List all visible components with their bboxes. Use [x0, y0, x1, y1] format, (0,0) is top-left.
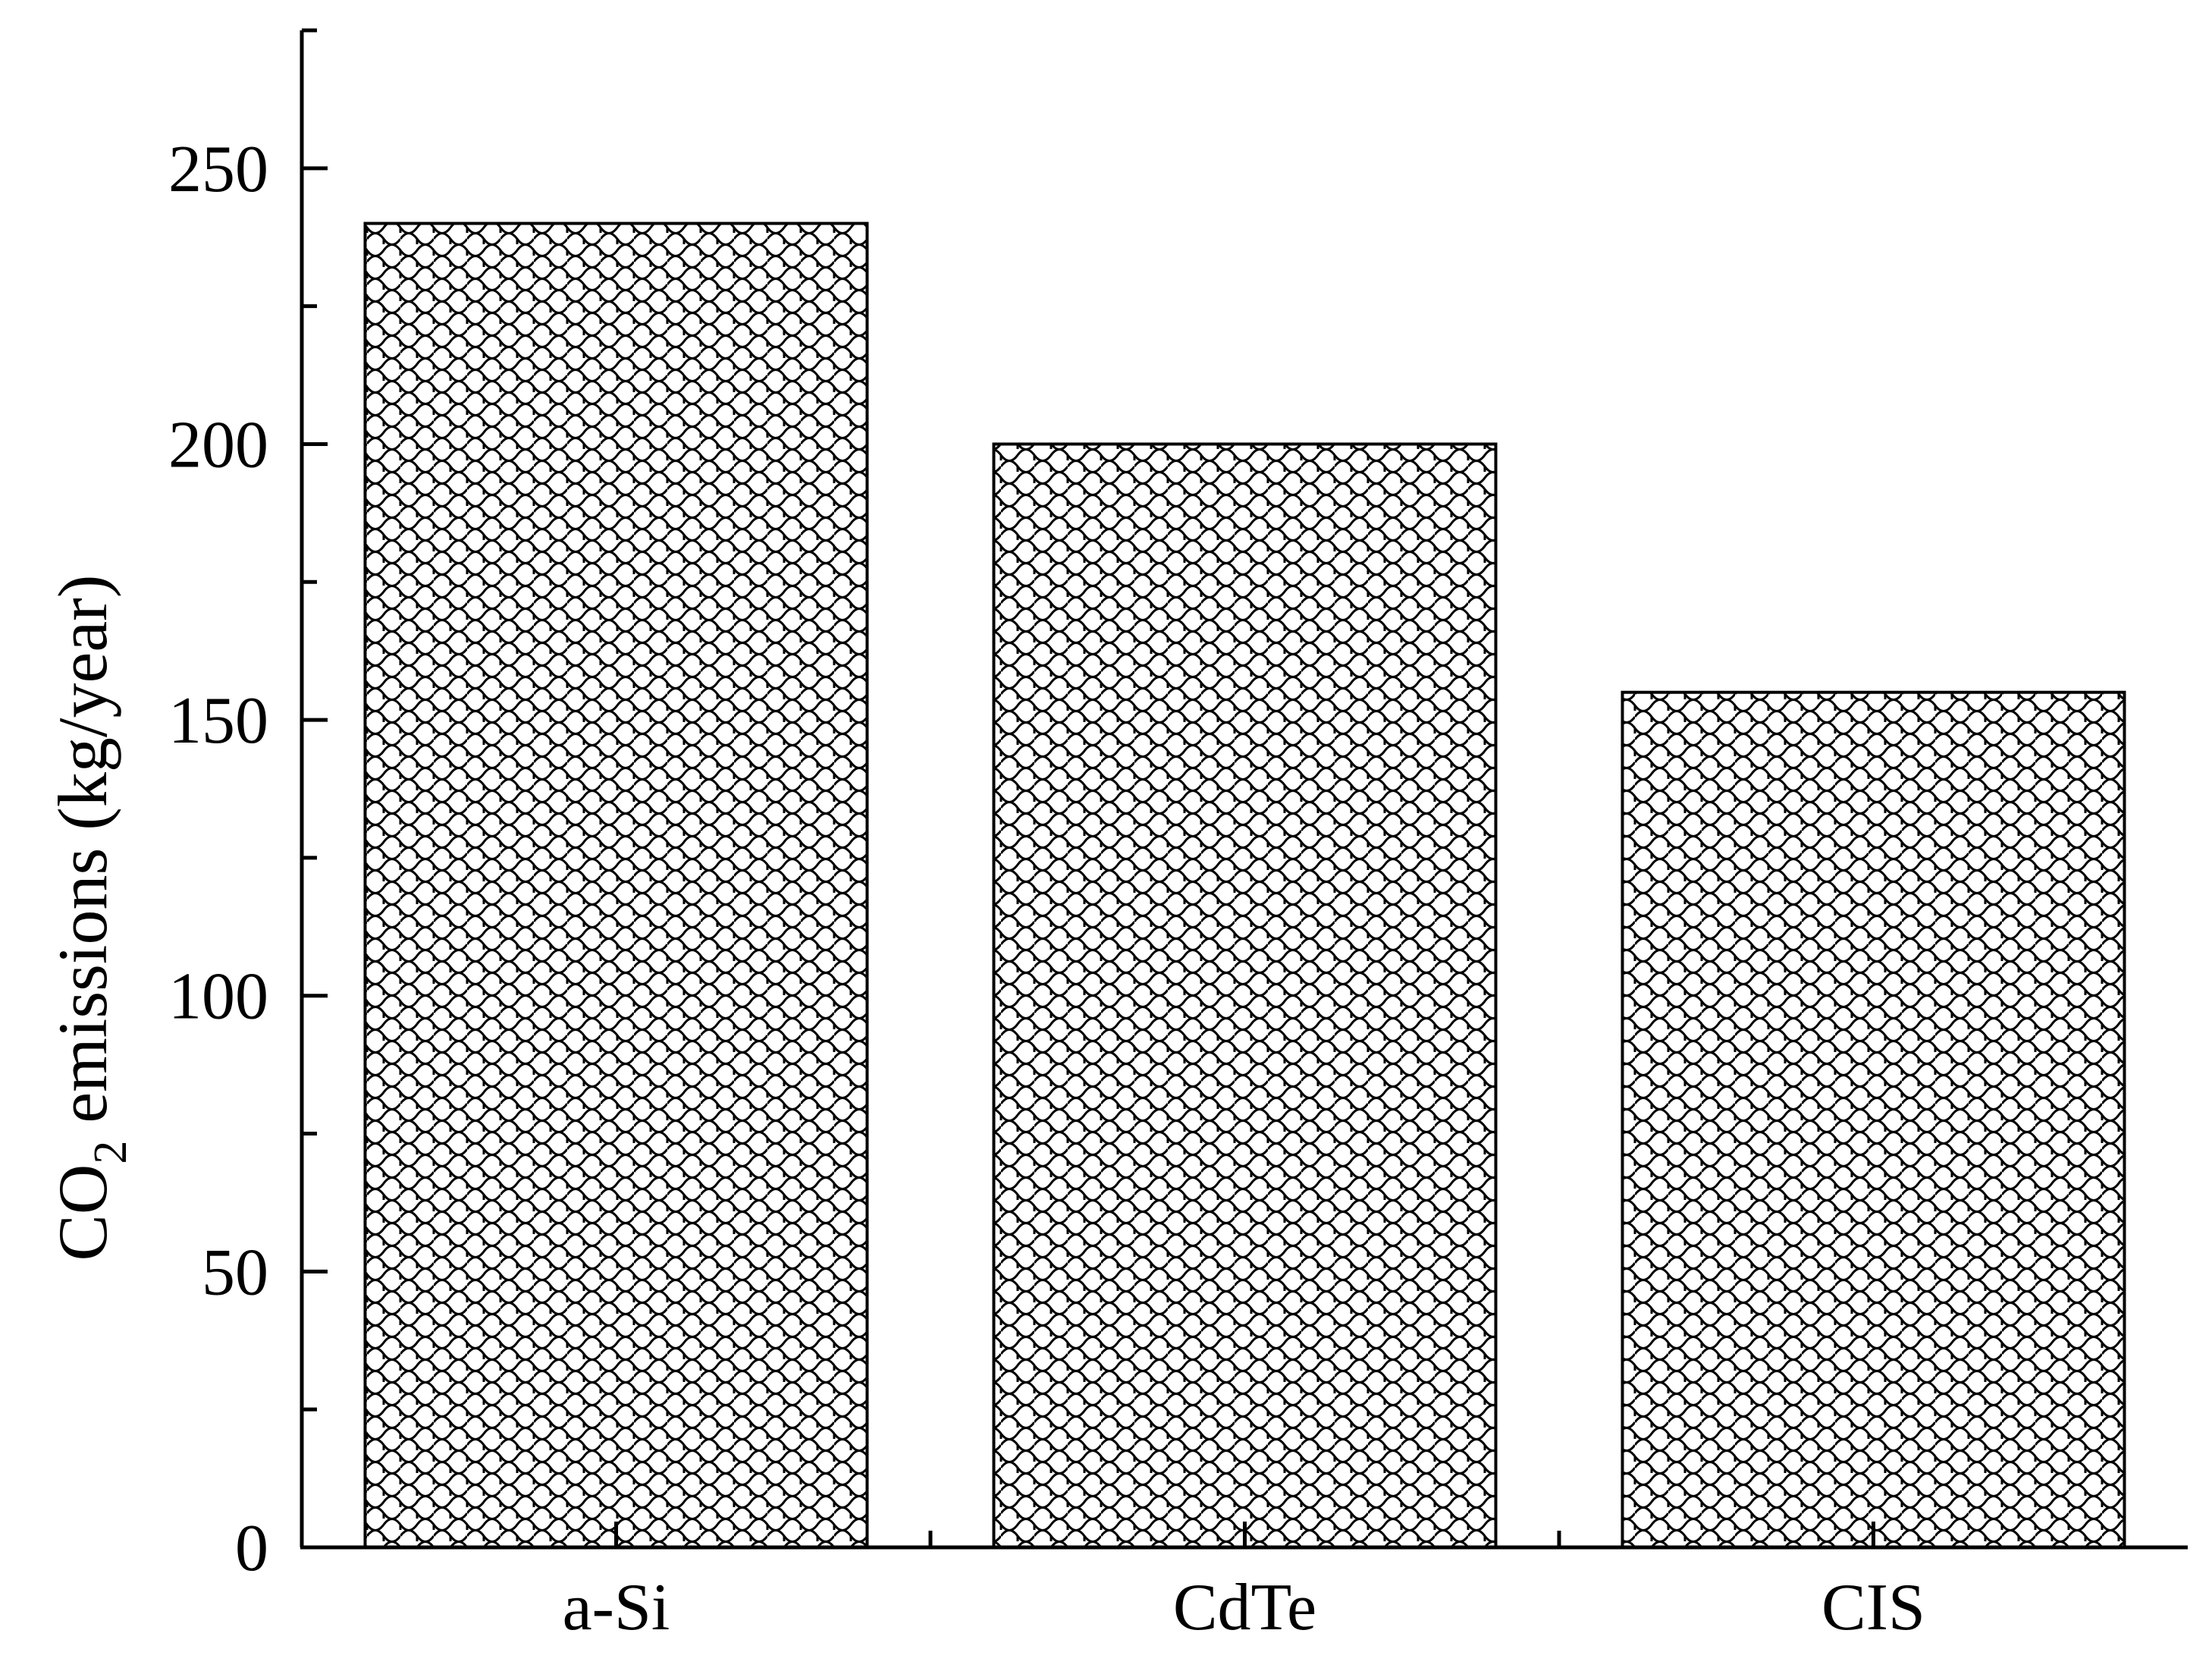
x-tick-label-cdte: CdTe [1173, 1571, 1316, 1644]
ticks-group: 0 50 100 150 200 250 a-Si CdTe CIS [168, 28, 1925, 1644]
y-tick-label: 200 [168, 408, 268, 482]
y-tick-label: 100 [168, 960, 268, 1034]
x-tick-label-cis: CIS [1821, 1571, 1925, 1644]
bar-cis [1621, 690, 2126, 1549]
bar-a-si [363, 221, 869, 1550]
y-axis-title: CO2 emissions (kg/year) [44, 575, 136, 1261]
bar-cdte [992, 442, 1498, 1549]
x-tick-label-a-si: a-Si [563, 1571, 670, 1644]
bars-group [363, 221, 2126, 1550]
y-tick-label: 150 [168, 684, 268, 758]
y-tick-label: 50 [202, 1236, 268, 1309]
y-tick-label: 0 [235, 1512, 268, 1585]
y-tick-label: 250 [168, 133, 268, 206]
